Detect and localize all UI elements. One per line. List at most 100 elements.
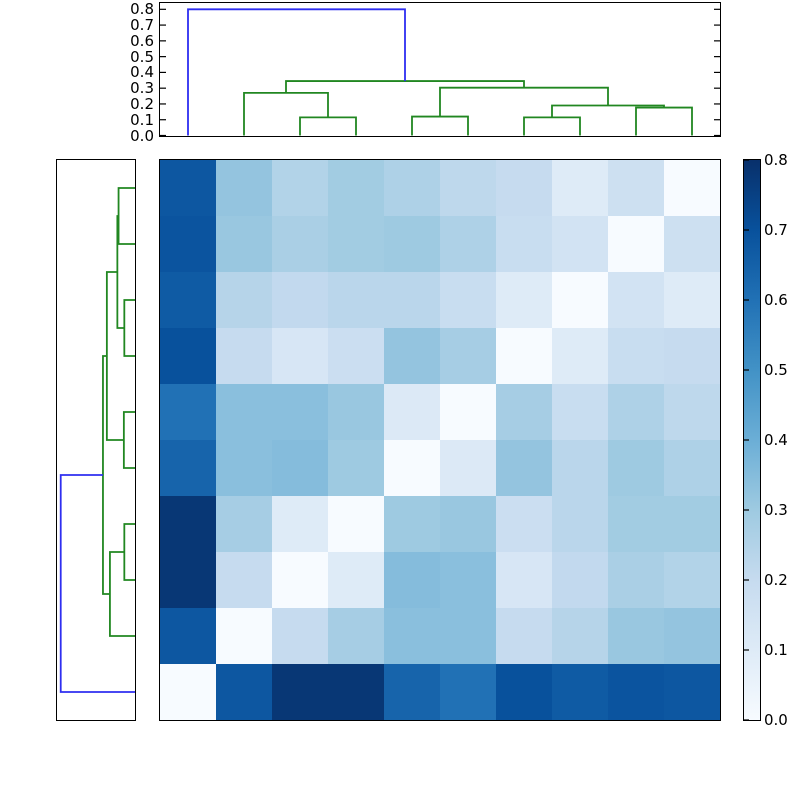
heatmap-cell bbox=[663, 439, 720, 496]
dendrogram-link bbox=[122, 298, 135, 357]
heatmap-cell bbox=[271, 607, 328, 664]
colorbar bbox=[742, 158, 761, 721]
heatmap-cell bbox=[439, 271, 496, 328]
heatmap-cell bbox=[215, 159, 272, 216]
heatmap-cell bbox=[551, 607, 608, 664]
colorbar-tick-label: 0.0 bbox=[764, 710, 788, 729]
heatmap-cell bbox=[215, 383, 272, 440]
heatmap-cell bbox=[551, 663, 608, 720]
y-axis-tick-label: 0.4 bbox=[130, 63, 154, 82]
dendrogram-link bbox=[634, 106, 693, 135]
heatmap-cell bbox=[495, 439, 552, 496]
colorbar-tick-label: 0.1 bbox=[764, 640, 788, 659]
heatmap-cell bbox=[663, 495, 720, 552]
heatmap-cell bbox=[551, 439, 608, 496]
heatmap-cell bbox=[495, 215, 552, 272]
heatmap-cell bbox=[607, 383, 664, 440]
heatmap-cell bbox=[439, 607, 496, 664]
top-dendrogram-panel bbox=[158, 1, 721, 137]
heatmap-cell bbox=[215, 607, 272, 664]
heatmap-cell bbox=[327, 159, 384, 216]
heatmap-cell bbox=[327, 383, 384, 440]
top-dendrogram bbox=[159, 7, 720, 136]
heatmap-cell bbox=[551, 159, 608, 216]
heatmap-cell bbox=[159, 327, 216, 384]
heatmap-cell bbox=[439, 159, 496, 216]
heatmap-cell bbox=[663, 215, 720, 272]
heatmap-cell bbox=[327, 215, 384, 272]
heatmap-cell bbox=[495, 495, 552, 552]
heatmap-cell bbox=[663, 551, 720, 608]
dendrogram-link bbox=[105, 270, 124, 441]
heatmap-cell bbox=[215, 327, 272, 384]
heatmap-cell bbox=[551, 327, 608, 384]
heatmap-cell bbox=[159, 551, 216, 608]
heatmap-cell bbox=[495, 551, 552, 608]
heatmap-cell bbox=[271, 495, 328, 552]
colorbar-tick-label: 0.5 bbox=[764, 360, 788, 379]
heatmap-cell bbox=[439, 327, 496, 384]
colorbar-tick-label: 0.3 bbox=[764, 500, 788, 519]
colorbar-tick-label: 0.8 bbox=[764, 150, 788, 169]
heatmap-cell bbox=[663, 663, 720, 720]
heatmap-cell bbox=[607, 327, 664, 384]
heatmap-cell bbox=[215, 663, 272, 720]
heatmap-cell bbox=[159, 495, 216, 552]
heatmap-cell bbox=[607, 159, 664, 216]
heatmap-cell bbox=[439, 439, 496, 496]
heatmap-cell bbox=[495, 327, 552, 384]
heatmap-cell bbox=[607, 439, 664, 496]
dendrogram-link bbox=[186, 7, 406, 135]
y-axis-tick-label: 0.3 bbox=[130, 79, 154, 98]
y-axis-tick-label: 0.6 bbox=[130, 31, 154, 50]
heatmap-cell bbox=[607, 271, 664, 328]
heatmap-cell bbox=[383, 663, 440, 720]
heatmap-cell bbox=[439, 383, 496, 440]
heatmap-cell bbox=[271, 439, 328, 496]
heatmap-cell bbox=[663, 159, 720, 216]
heatmap-cell bbox=[383, 439, 440, 496]
heatmap-cell bbox=[327, 327, 384, 384]
heatmap-cell bbox=[327, 551, 384, 608]
colorbar-tick-label: 0.4 bbox=[764, 430, 788, 449]
y-axis-tick-label: 0.5 bbox=[130, 47, 154, 66]
heatmap-cell bbox=[159, 383, 216, 440]
heatmap-cell bbox=[271, 215, 328, 272]
left-dendrogram bbox=[59, 186, 135, 693]
heatmap-cell bbox=[159, 159, 216, 216]
heatmap-cell bbox=[159, 607, 216, 664]
heatmap-cell bbox=[607, 551, 664, 608]
heatmap-cell bbox=[271, 159, 328, 216]
y-axis-tick-label: 0.1 bbox=[130, 110, 154, 129]
dendrogram-link bbox=[115, 214, 124, 329]
y-axis-tick-label: 0.0 bbox=[130, 126, 154, 145]
heatmap-cell bbox=[551, 551, 608, 608]
y-axis-tick-label: 0.7 bbox=[130, 16, 154, 35]
heatmap-cell bbox=[159, 215, 216, 272]
heatmap-cell bbox=[327, 663, 384, 720]
heatmap-cell bbox=[439, 495, 496, 552]
heatmap-cell bbox=[327, 439, 384, 496]
heatmap-cell bbox=[663, 607, 720, 664]
heatmap-cell bbox=[495, 159, 552, 216]
heatmap-cell bbox=[495, 663, 552, 720]
y-axis-tick-label: 0.8 bbox=[130, 0, 154, 19]
heatmap-cell bbox=[383, 495, 440, 552]
heatmap-cell bbox=[383, 551, 440, 608]
dendrogram-link bbox=[122, 410, 135, 469]
heatmap-cell bbox=[215, 495, 272, 552]
heatmap-matrix bbox=[158, 158, 721, 721]
heatmap-cell bbox=[607, 663, 664, 720]
y-axis-tick-label: 0.2 bbox=[130, 94, 154, 113]
heatmap-cell bbox=[551, 495, 608, 552]
heatmap-cell bbox=[383, 383, 440, 440]
heatmap-cell bbox=[663, 271, 720, 328]
left-dendrogram-panel bbox=[55, 158, 136, 721]
heatmap-cell bbox=[663, 383, 720, 440]
heatmap-cell bbox=[215, 215, 272, 272]
heatmap-cell bbox=[607, 495, 664, 552]
heatmap-cell bbox=[607, 215, 664, 272]
colorbar-ticks bbox=[743, 159, 749, 720]
dendrogram-link bbox=[438, 86, 609, 117]
